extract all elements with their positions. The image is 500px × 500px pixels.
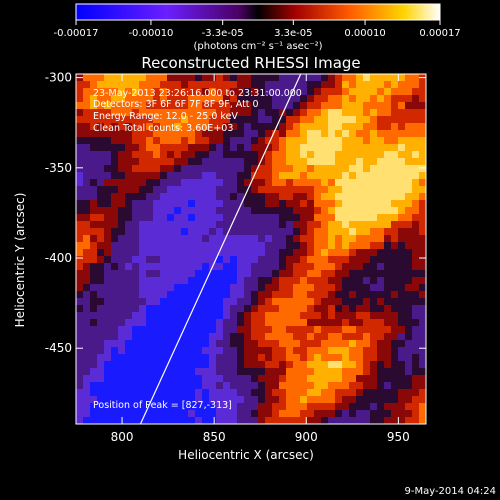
annotation-energy: Energy Range: 12.0 - 25.0 keV <box>93 111 238 122</box>
annotation-clean: Clean Total counts: 3.60E+03 <box>93 123 233 134</box>
axes: 800 850 900 950 -300 -350 -400 -450 <box>45 71 426 444</box>
x-axis-label: Heliocentric X (arcsec) <box>178 448 314 462</box>
colorbar-label: (photons cm⁻² s⁻¹ asec⁻²) <box>193 41 322 52</box>
y-tick-label-1: -350 <box>45 161 72 175</box>
annotation-time: 23-May-2013 23:26:16.000 to 23:31:00.000 <box>93 88 302 99</box>
colorbar-tick-label-1: -0.00010 <box>128 28 173 39</box>
colorbar <box>75 3 441 21</box>
x-tick-label-0: 800 <box>111 430 134 444</box>
colorbar-ticks: -0.00017 -0.00010 -3.3e-05 3.3e-05 0.00010 0.… <box>54 20 461 39</box>
x-tick-label-1: 850 <box>203 430 226 444</box>
plot-area <box>76 74 426 424</box>
colorbar-tick-label-2: -3.3e-05 <box>202 28 244 39</box>
y-axis-label: Heliocentric Y (arcsec) <box>13 193 27 328</box>
plot-frame <box>75 73 427 425</box>
x-tick-label-3: 950 <box>387 430 410 444</box>
chart-title: Reconstructed RHESSI Image <box>141 54 360 72</box>
colorbar-tick-label-5: 0.00017 <box>419 28 460 39</box>
solar-limb-line <box>139 74 302 424</box>
colorbar-tick-label-0: -0.00017 <box>54 28 99 39</box>
colorbar-tick-label-4: 0.00010 <box>344 28 385 39</box>
x-tick-label-2: 900 <box>295 430 318 444</box>
colorbar-tick-label-3: 3.3e-05 <box>274 28 312 39</box>
y-tick-label-0: -300 <box>45 71 72 85</box>
y-tick-label-3: -450 <box>45 341 72 355</box>
y-tick-label-2: -400 <box>45 251 72 265</box>
footer-timestamp: 9-May-2014 04:24 <box>404 486 496 497</box>
annotation-detectors: Detectors: 3F 6F 6F 7F 8F 9F, Att 0 <box>93 99 259 110</box>
annotation-peak: Position of Peak = [827,-313] <box>93 400 232 411</box>
